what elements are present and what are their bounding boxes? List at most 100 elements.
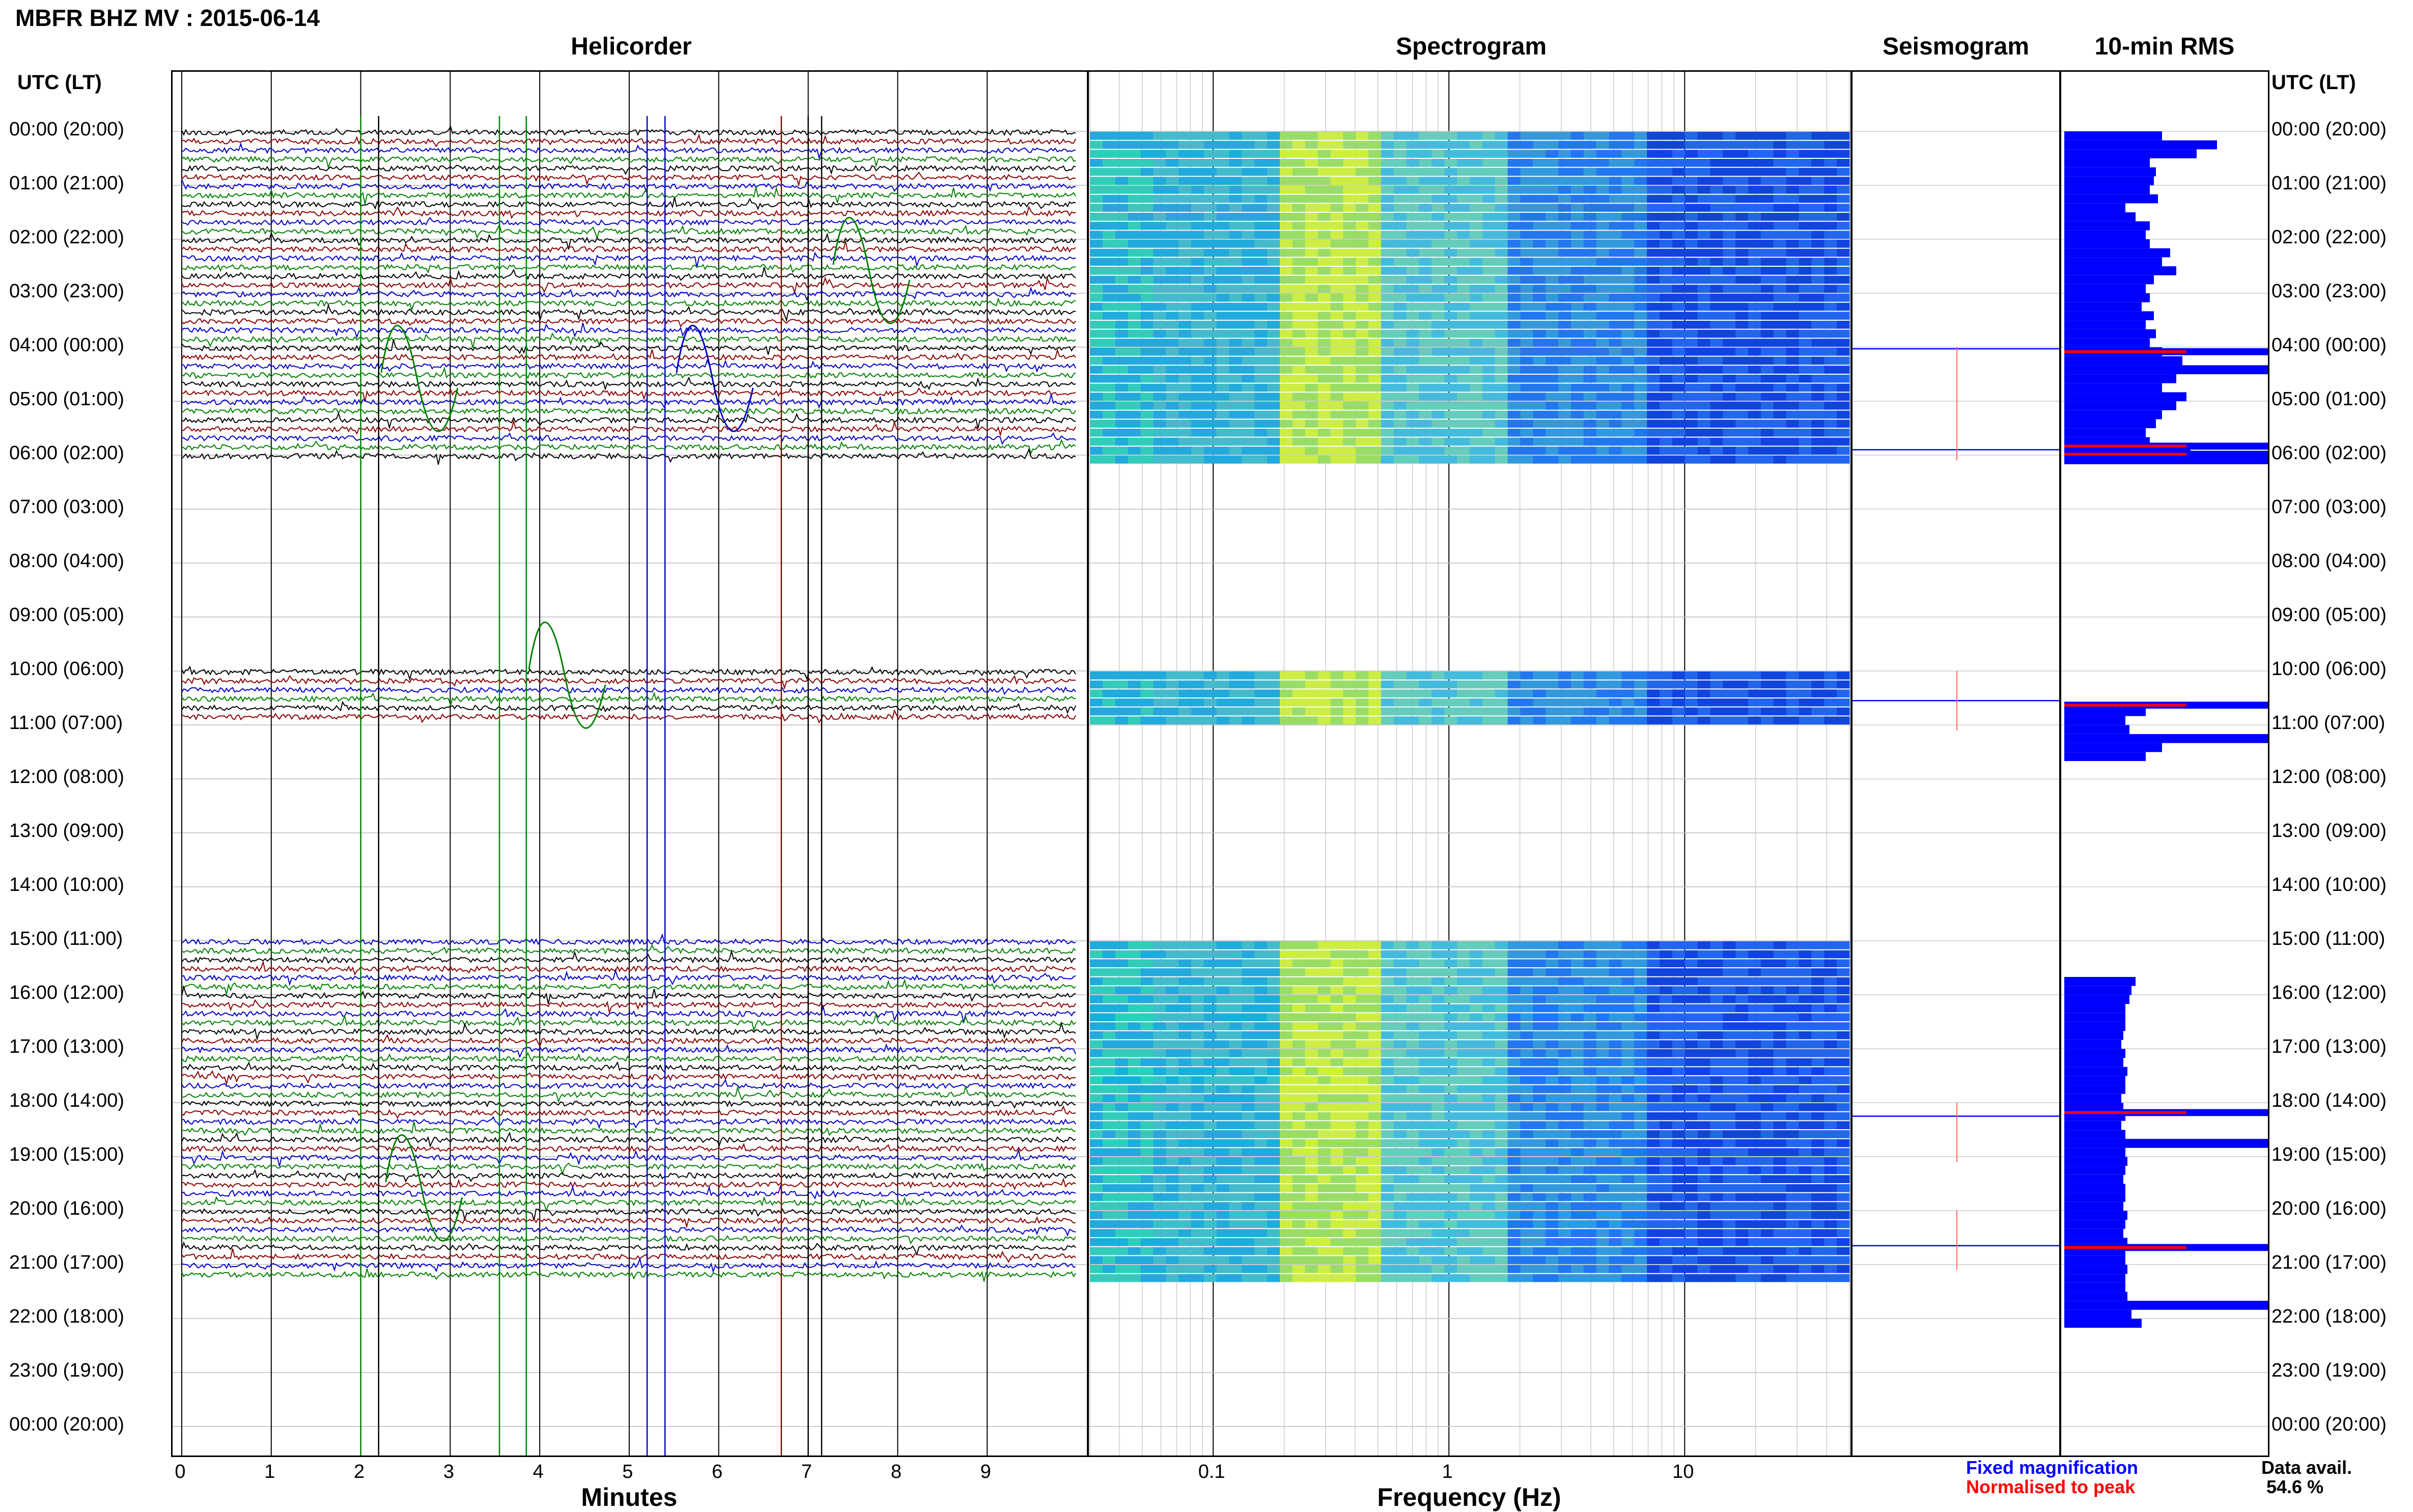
spectrogram-cell xyxy=(1432,671,1444,680)
spectrogram-cell xyxy=(1419,986,1432,994)
spectrogram-cell xyxy=(1128,384,1141,392)
spectrogram-cell xyxy=(1811,456,1824,464)
spectrogram-cell xyxy=(1470,1193,1482,1201)
spectrogram-cell xyxy=(1318,213,1331,221)
spectrogram-cell xyxy=(1368,995,1381,1003)
spectrogram-cell xyxy=(1115,1139,1128,1147)
spectrogram-cell xyxy=(1571,456,1584,464)
spectrogram-cell xyxy=(1179,1139,1191,1147)
spectrogram-cell xyxy=(1103,671,1115,680)
spectrogram-cell xyxy=(1217,366,1229,374)
spectrogram-cell xyxy=(1090,1265,1103,1273)
spectrogram-cell xyxy=(1596,1013,1609,1021)
spectrogram-cell xyxy=(1470,1166,1482,1174)
spectrogram-cell xyxy=(1394,168,1407,176)
spectrogram-cell xyxy=(1482,1094,1495,1102)
spectrogram-cell xyxy=(1242,393,1254,401)
spectrogram-cell xyxy=(1596,1004,1609,1013)
spectrogram-cell xyxy=(1735,1013,1748,1021)
spectrogram-cell xyxy=(1394,1112,1407,1121)
spectrogram-cell xyxy=(1533,438,1546,446)
spectrogram-cell xyxy=(1330,1085,1343,1094)
spectrogram-cell xyxy=(1204,1103,1217,1111)
spectrogram-cell xyxy=(1647,1256,1660,1264)
spectrogram-cell xyxy=(1330,1148,1343,1156)
spectrogram-cell xyxy=(1305,384,1318,392)
spectrogram-cell xyxy=(1242,168,1254,176)
spectrogram-cell xyxy=(1824,366,1837,374)
spectrogram-cell xyxy=(1520,1157,1533,1165)
spectrogram-cell xyxy=(1761,294,1774,302)
spectrogram-cell xyxy=(1786,1184,1799,1192)
spectrogram-cell xyxy=(1533,671,1546,680)
spectrogram-cell xyxy=(1103,303,1115,311)
spectrogram-cell xyxy=(1799,1103,1812,1111)
spectrogram-cell xyxy=(1280,1040,1293,1048)
spectrogram-cell xyxy=(1520,681,1533,689)
spectrogram-cell xyxy=(1647,1184,1660,1192)
spectrogram-cell xyxy=(1748,1211,1761,1219)
spectrogram-cell xyxy=(1621,267,1634,275)
spectrogram-cell xyxy=(1254,429,1267,437)
spectrogram-cell xyxy=(1280,357,1293,365)
spectrogram-cell xyxy=(1735,1094,1748,1102)
spectrogram-cell xyxy=(1470,384,1482,392)
spectrogram-cell xyxy=(1242,1103,1254,1111)
spectrogram-cell xyxy=(1786,941,1799,949)
spectrogram-cell xyxy=(1419,384,1432,392)
spectrogram-cell xyxy=(1571,150,1584,158)
spectrogram-cell xyxy=(1799,258,1812,266)
spectrogram-cell xyxy=(1609,204,1622,212)
spectrogram-cell xyxy=(1799,689,1812,697)
spectrogram-cell xyxy=(1318,348,1331,356)
spectrogram-cell xyxy=(1647,959,1660,967)
spectrogram-cell xyxy=(1090,1049,1103,1057)
spectrogram-cell xyxy=(1647,977,1660,986)
spectrogram-cell xyxy=(1166,402,1179,410)
spectrogram-cell xyxy=(1584,159,1596,167)
spectrogram-cell xyxy=(1520,1040,1533,1048)
spectrogram-cell xyxy=(1558,1103,1571,1111)
spectrogram-cell xyxy=(1799,384,1812,392)
spectrogram-cell xyxy=(1242,132,1254,140)
spectrogram-cell xyxy=(1330,941,1343,949)
spectrogram-cell xyxy=(1267,1220,1280,1228)
spectrogram-cell xyxy=(1407,1094,1419,1102)
spectrogram-cell xyxy=(1356,132,1368,140)
spectrogram-cell xyxy=(1394,986,1407,994)
spectrogram-cell xyxy=(1786,419,1799,428)
spectrogram-cell xyxy=(1368,1211,1381,1219)
spectrogram-cell xyxy=(1774,204,1786,212)
spectrogram-cell xyxy=(1128,159,1141,167)
spectrogram-cell xyxy=(1723,1130,1735,1138)
spectrogram-cell xyxy=(1774,419,1786,428)
spectrogram-cell xyxy=(1217,1265,1229,1273)
spectrogram-cell xyxy=(1432,446,1444,455)
spectrogram-cell xyxy=(1470,1085,1482,1094)
spectrogram-cell xyxy=(1533,312,1546,320)
spectrogram-cell xyxy=(1407,330,1419,338)
spectrogram-cell xyxy=(1368,1184,1381,1192)
spectrogram-cell xyxy=(1811,366,1824,374)
spectrogram-cell xyxy=(1761,1220,1774,1228)
spectrogram-cell xyxy=(1685,366,1698,374)
spectrogram-cell xyxy=(1533,1130,1546,1138)
spectrogram-cell xyxy=(1761,995,1774,1003)
spectrogram-cell xyxy=(1546,1229,1558,1237)
spectrogram-cell xyxy=(1432,977,1444,986)
spectrogram-cell xyxy=(1090,411,1103,419)
spectrogram-cell xyxy=(1343,294,1356,302)
spectrogram-cell xyxy=(1368,1058,1381,1067)
spectrogram-cell xyxy=(1837,240,1849,248)
spectrogram-cell xyxy=(1153,141,1166,149)
spectrogram-cell xyxy=(1533,339,1546,347)
spectrogram-cell xyxy=(1140,1076,1153,1084)
spectrogram-cell xyxy=(1558,446,1571,455)
spectrogram-cell xyxy=(1584,204,1596,212)
spectrogram-cell xyxy=(1811,1211,1824,1219)
spectrogram-cell xyxy=(1748,456,1761,464)
spectrogram-cell xyxy=(1293,1085,1305,1094)
spectrogram-cell xyxy=(1381,177,1394,185)
spectrogram-cell xyxy=(1356,384,1368,392)
spectrogram-cell xyxy=(1305,1211,1318,1219)
